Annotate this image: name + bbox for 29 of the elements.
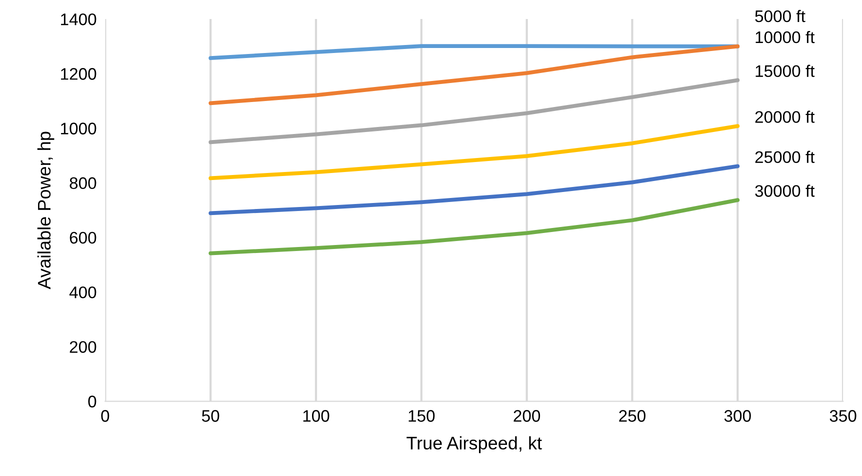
- x-tick-label: 300: [724, 410, 751, 422]
- x-tick-label: 100: [303, 410, 330, 422]
- x-tick-label: 0: [101, 410, 110, 422]
- y-tick-label: 200: [70, 341, 96, 353]
- y-tick-label: 1200: [61, 68, 96, 80]
- x-tick-label: 50: [202, 410, 220, 422]
- x-tick-label: 350: [830, 410, 856, 422]
- y-tick-label: 400: [69, 286, 96, 298]
- series-label: 10000 ft: [756, 30, 815, 44]
- series-label: 5000 ft: [755, 10, 806, 22]
- series-label: 20000 ft: [755, 110, 815, 123]
- x-tick-label: 150: [408, 410, 435, 422]
- series-label: 15000 ft: [756, 64, 815, 78]
- line-series: [208, 124, 740, 180]
- line-series: [208, 78, 740, 144]
- x-tick-label: 200: [514, 410, 540, 422]
- y-tick-label: 0: [88, 396, 96, 408]
- y-tick-label: 1400: [61, 13, 96, 26]
- x-tick-label: 250: [619, 410, 646, 422]
- line-series: [208, 198, 740, 256]
- line-series: [208, 44, 740, 106]
- y-tick-label: 800: [70, 177, 96, 190]
- line-series: [208, 164, 740, 216]
- x-axis-title: True Airspeed, kt: [406, 436, 542, 454]
- y-axis-title: Available Power, hp: [37, 132, 54, 290]
- y-tick-label: 1000: [61, 122, 96, 134]
- series-label: 25000 ft: [755, 150, 815, 164]
- series-label: 30000 ft: [755, 184, 815, 197]
- y-tick-label: 600: [70, 232, 96, 244]
